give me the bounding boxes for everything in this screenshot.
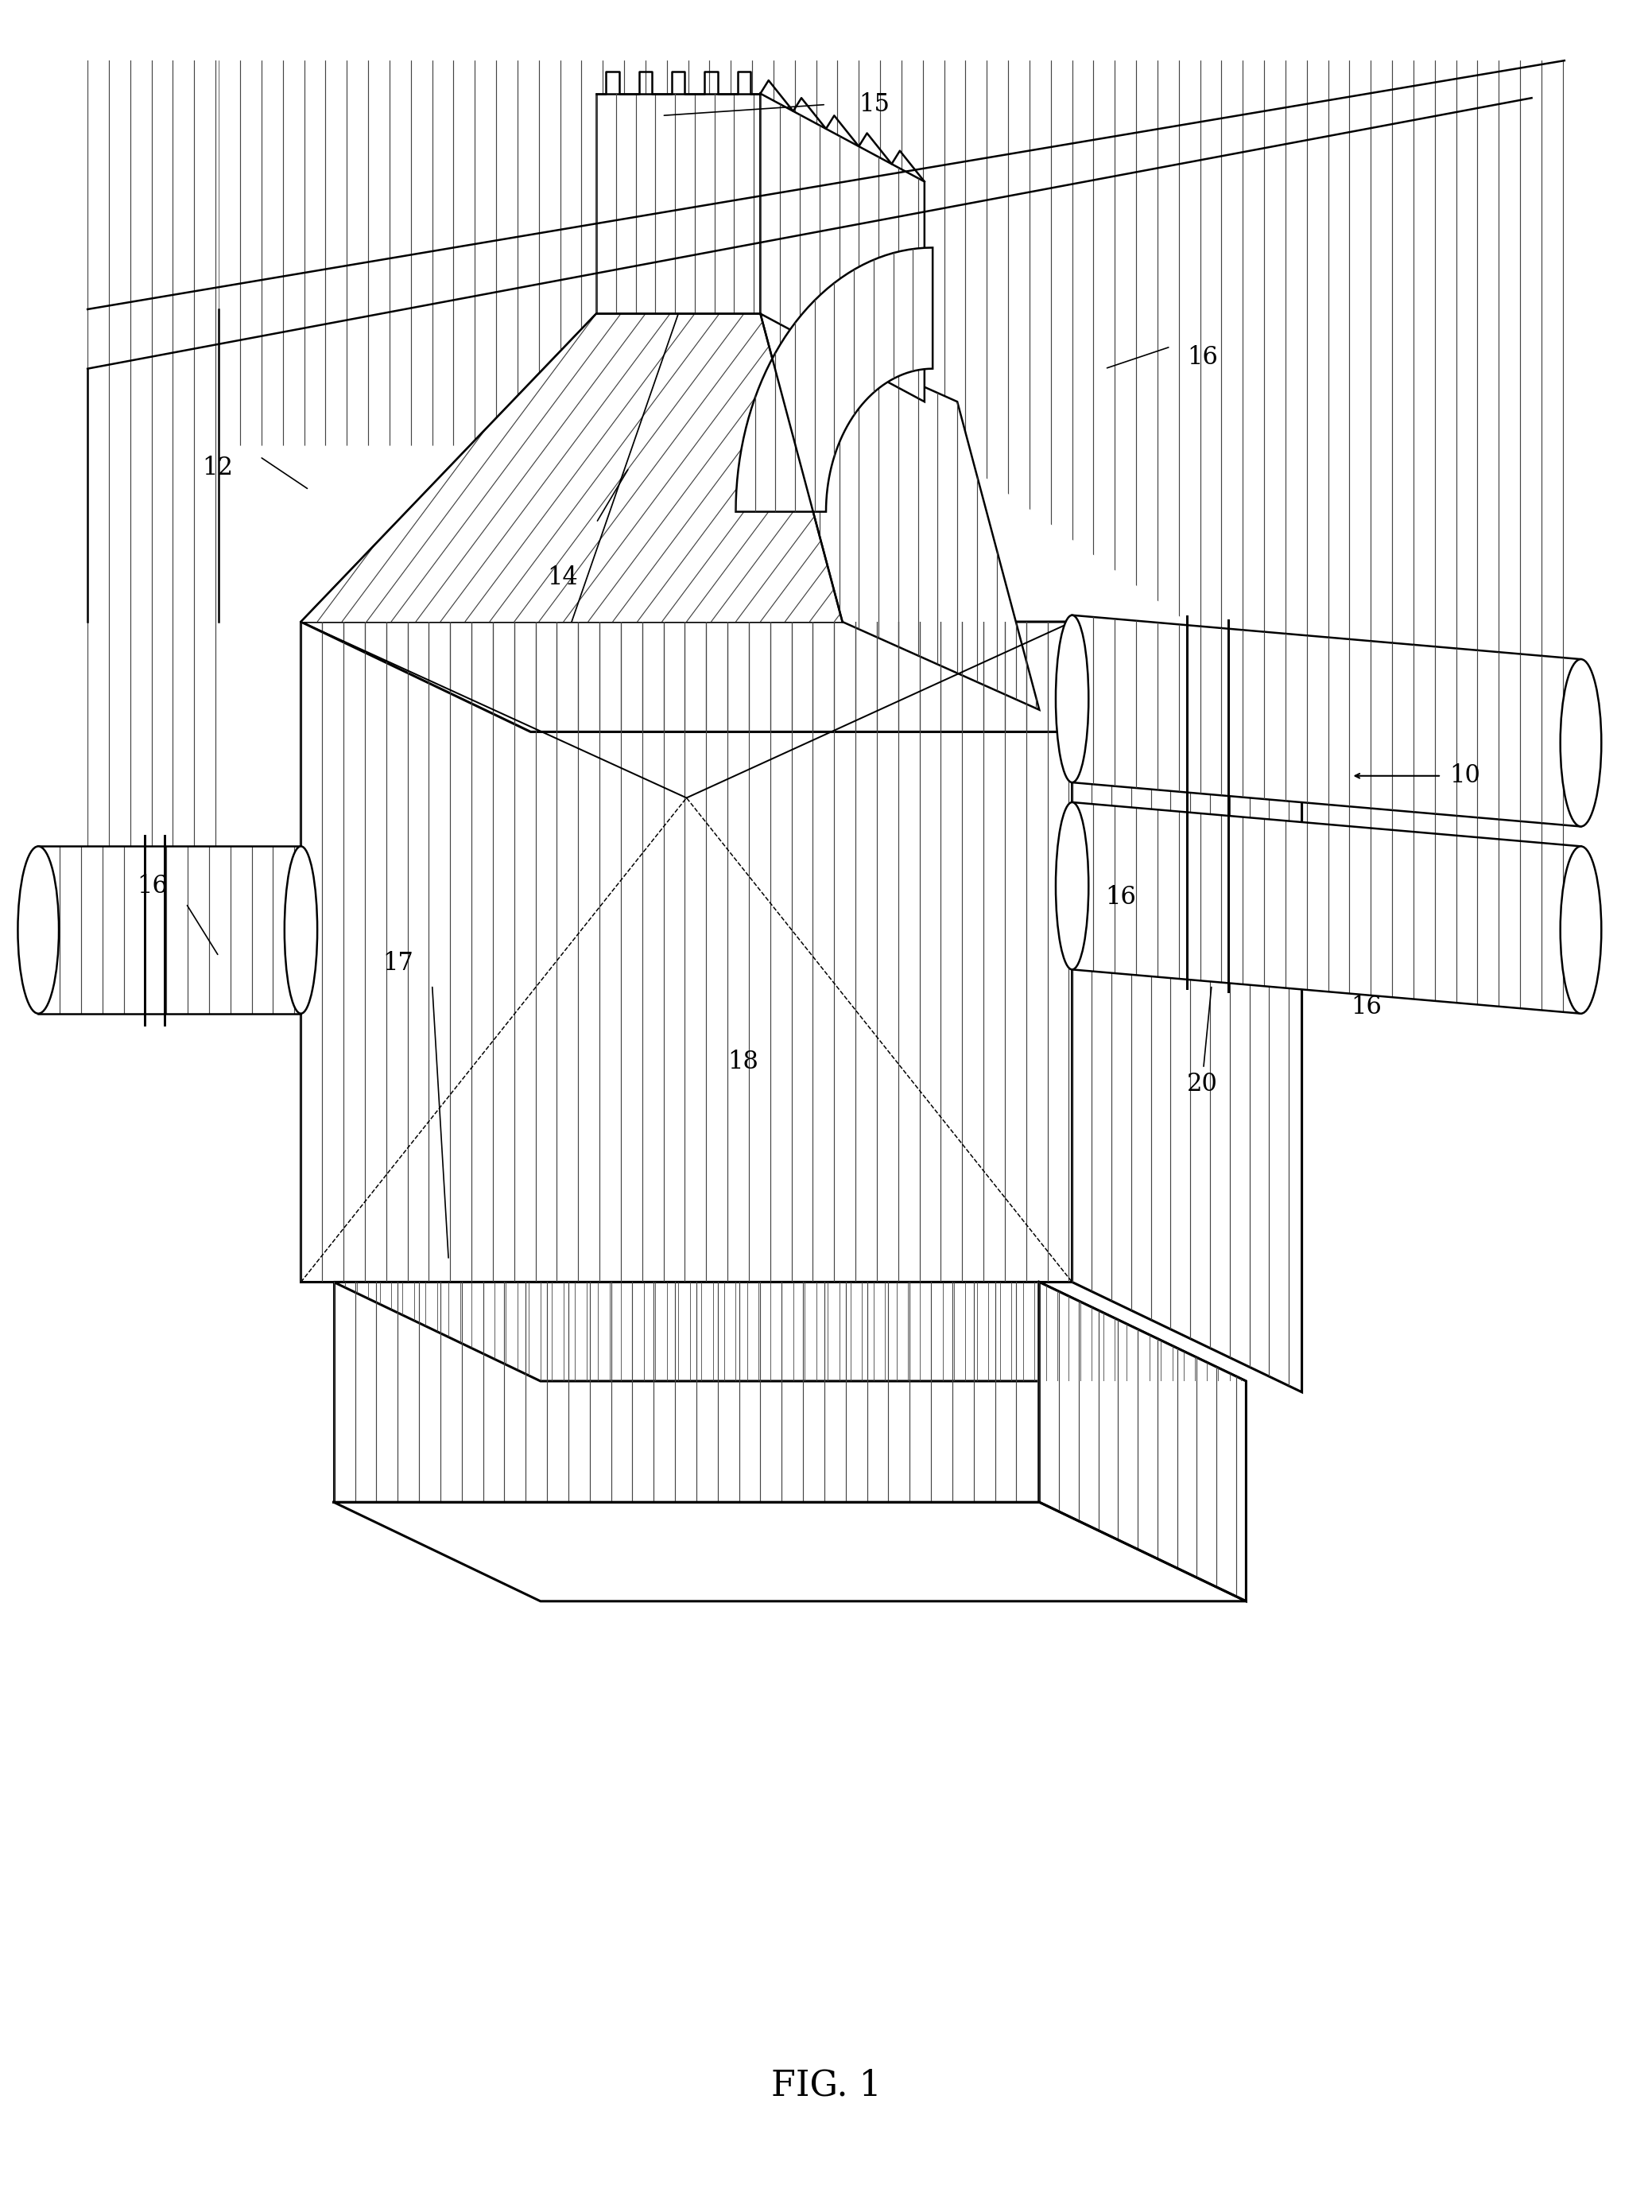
- Polygon shape: [760, 93, 925, 403]
- Ellipse shape: [1056, 615, 1089, 783]
- Polygon shape: [735, 248, 933, 511]
- Ellipse shape: [1056, 803, 1089, 969]
- Polygon shape: [301, 622, 1072, 1283]
- Polygon shape: [1072, 803, 1581, 1013]
- Polygon shape: [301, 314, 679, 622]
- Text: 16: 16: [137, 874, 169, 898]
- Text: 16: 16: [1351, 995, 1383, 1020]
- Polygon shape: [334, 1283, 1039, 1502]
- Polygon shape: [1039, 1283, 1246, 1601]
- Ellipse shape: [1561, 847, 1601, 1013]
- Polygon shape: [1072, 622, 1302, 1391]
- Polygon shape: [301, 314, 843, 622]
- Polygon shape: [334, 1283, 1246, 1380]
- Polygon shape: [572, 314, 843, 622]
- Text: 16: 16: [1188, 345, 1218, 369]
- Text: 14: 14: [547, 566, 578, 591]
- Text: FIG. 1: FIG. 1: [771, 2068, 881, 2104]
- Text: 18: 18: [727, 1051, 758, 1075]
- Polygon shape: [760, 314, 1039, 710]
- Polygon shape: [596, 93, 760, 314]
- Ellipse shape: [1561, 659, 1601, 827]
- Ellipse shape: [284, 847, 317, 1013]
- Polygon shape: [218, 60, 1564, 929]
- Polygon shape: [301, 622, 1302, 732]
- Polygon shape: [88, 60, 218, 929]
- Text: 12: 12: [203, 456, 233, 480]
- Text: 17: 17: [383, 951, 415, 975]
- Text: 10: 10: [1449, 763, 1480, 787]
- Text: 15: 15: [859, 93, 890, 117]
- Ellipse shape: [18, 847, 59, 1013]
- Polygon shape: [1072, 615, 1581, 827]
- Text: 16: 16: [1105, 885, 1137, 909]
- Polygon shape: [38, 847, 301, 1013]
- Text: 20: 20: [1188, 1071, 1218, 1097]
